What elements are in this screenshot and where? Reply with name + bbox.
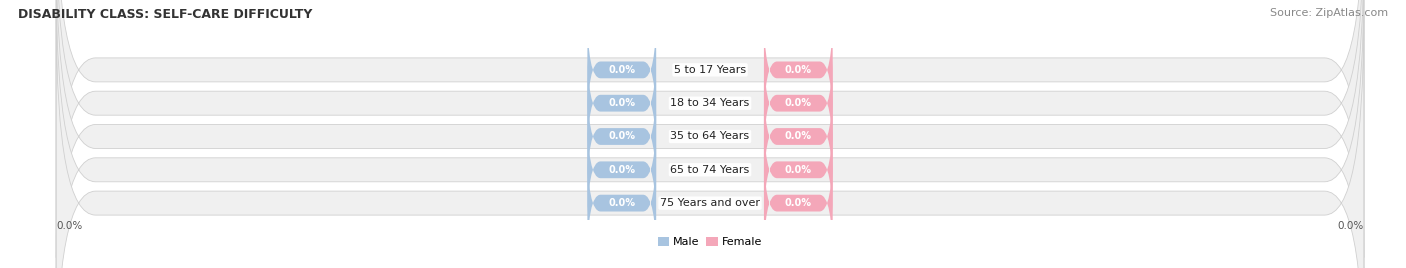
Text: 18 to 34 Years: 18 to 34 Years: [671, 98, 749, 108]
FancyBboxPatch shape: [763, 78, 832, 195]
Legend: Male, Female: Male, Female: [654, 233, 766, 252]
FancyBboxPatch shape: [588, 45, 657, 161]
FancyBboxPatch shape: [56, 0, 1364, 258]
Text: Source: ZipAtlas.com: Source: ZipAtlas.com: [1270, 8, 1388, 18]
Text: DISABILITY CLASS: SELF-CARE DIFFICULTY: DISABILITY CLASS: SELF-CARE DIFFICULTY: [18, 8, 312, 21]
Text: 0.0%: 0.0%: [609, 65, 636, 75]
FancyBboxPatch shape: [588, 145, 657, 261]
Text: 75 Years and over: 75 Years and over: [659, 198, 761, 208]
Text: 0.0%: 0.0%: [1337, 221, 1364, 232]
Text: 0.0%: 0.0%: [785, 98, 811, 108]
Text: 0.0%: 0.0%: [609, 198, 636, 208]
Text: 0.0%: 0.0%: [785, 132, 811, 142]
FancyBboxPatch shape: [588, 78, 657, 195]
FancyBboxPatch shape: [56, 0, 1364, 268]
FancyBboxPatch shape: [763, 45, 832, 161]
Text: 0.0%: 0.0%: [785, 65, 811, 75]
Text: 0.0%: 0.0%: [785, 198, 811, 208]
Text: 0.0%: 0.0%: [56, 221, 83, 232]
FancyBboxPatch shape: [56, 0, 1364, 268]
FancyBboxPatch shape: [763, 111, 832, 228]
Text: 35 to 64 Years: 35 to 64 Years: [671, 132, 749, 142]
Text: 0.0%: 0.0%: [609, 132, 636, 142]
FancyBboxPatch shape: [763, 145, 832, 261]
Text: 65 to 74 Years: 65 to 74 Years: [671, 165, 749, 175]
FancyBboxPatch shape: [763, 12, 832, 128]
Text: 0.0%: 0.0%: [609, 98, 636, 108]
FancyBboxPatch shape: [56, 15, 1364, 268]
FancyBboxPatch shape: [588, 12, 657, 128]
Text: 5 to 17 Years: 5 to 17 Years: [673, 65, 747, 75]
FancyBboxPatch shape: [588, 111, 657, 228]
Text: 0.0%: 0.0%: [609, 165, 636, 175]
FancyBboxPatch shape: [56, 0, 1364, 268]
Text: 0.0%: 0.0%: [785, 165, 811, 175]
